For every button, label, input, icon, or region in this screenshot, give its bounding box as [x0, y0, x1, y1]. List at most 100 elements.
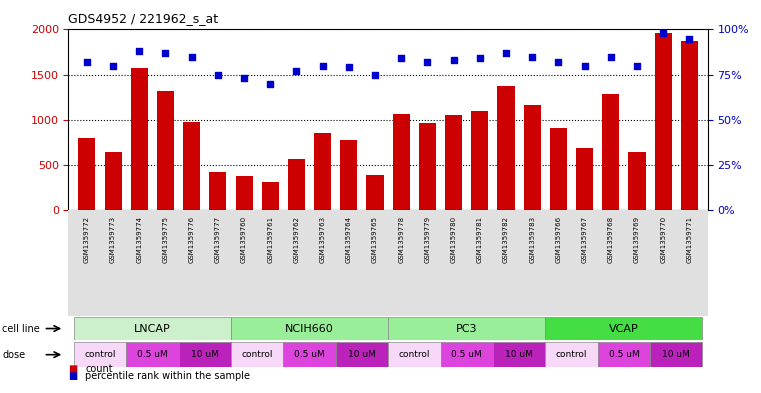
- Point: [107, 62, 119, 69]
- Text: GSM1359766: GSM1359766: [556, 215, 562, 263]
- Text: PC3: PC3: [456, 323, 477, 334]
- Text: 0.5 uM: 0.5 uM: [451, 350, 482, 359]
- Point: [473, 55, 486, 62]
- Bar: [367, 175, 384, 210]
- Bar: [388, 342, 441, 367]
- Text: control: control: [556, 350, 587, 359]
- Text: percentile rank within the sample: percentile rank within the sample: [85, 371, 250, 381]
- Text: LNCAP: LNCAP: [134, 323, 170, 334]
- Text: ■: ■: [68, 371, 78, 381]
- Text: cell line: cell line: [2, 323, 40, 334]
- Bar: [74, 342, 126, 367]
- Bar: [650, 342, 702, 367]
- Text: GSM1359771: GSM1359771: [686, 215, 693, 263]
- Point: [631, 62, 643, 69]
- Bar: [183, 122, 200, 210]
- Text: ■: ■: [68, 364, 78, 375]
- Bar: [126, 342, 179, 367]
- Point: [422, 59, 434, 65]
- Bar: [288, 159, 305, 210]
- Bar: [419, 123, 436, 210]
- Text: NCIH660: NCIH660: [285, 323, 334, 334]
- Bar: [262, 182, 279, 210]
- Text: control: control: [84, 350, 116, 359]
- Bar: [445, 116, 462, 210]
- Bar: [388, 317, 546, 340]
- Bar: [314, 133, 331, 210]
- Text: 0.5 uM: 0.5 uM: [137, 350, 167, 359]
- Bar: [235, 176, 253, 210]
- Text: GSM1359769: GSM1359769: [634, 215, 640, 263]
- Bar: [493, 342, 546, 367]
- Bar: [602, 94, 619, 210]
- Text: GSM1359782: GSM1359782: [503, 215, 509, 263]
- Bar: [283, 342, 336, 367]
- Text: GSM1359770: GSM1359770: [661, 215, 666, 263]
- Bar: [524, 105, 541, 210]
- Text: 0.5 uM: 0.5 uM: [609, 350, 639, 359]
- Bar: [654, 33, 672, 210]
- Text: count: count: [85, 364, 113, 375]
- Text: GSM1359763: GSM1359763: [320, 215, 326, 263]
- Bar: [336, 342, 388, 367]
- Bar: [231, 342, 283, 367]
- Text: GSM1359779: GSM1359779: [425, 215, 431, 263]
- Text: GSM1359777: GSM1359777: [215, 215, 221, 263]
- Text: 10 uM: 10 uM: [662, 350, 690, 359]
- Bar: [393, 114, 409, 210]
- Text: GSM1359767: GSM1359767: [581, 215, 587, 263]
- Bar: [340, 140, 358, 210]
- Bar: [498, 86, 514, 210]
- Point: [683, 35, 696, 42]
- Bar: [231, 317, 388, 340]
- Text: GSM1359765: GSM1359765: [372, 215, 378, 263]
- Text: GSM1359764: GSM1359764: [345, 215, 352, 263]
- Text: 0.5 uM: 0.5 uM: [295, 350, 325, 359]
- Bar: [78, 138, 95, 210]
- Point: [291, 68, 303, 74]
- Point: [264, 81, 276, 87]
- Point: [605, 53, 617, 60]
- Text: GSM1359776: GSM1359776: [189, 215, 195, 263]
- Text: VCAP: VCAP: [609, 323, 638, 334]
- Point: [238, 75, 250, 81]
- Bar: [546, 342, 597, 367]
- Point: [552, 59, 565, 65]
- Text: GDS4952 / 221962_s_at: GDS4952 / 221962_s_at: [68, 12, 218, 25]
- Text: 10 uM: 10 uM: [348, 350, 376, 359]
- Point: [212, 72, 224, 78]
- Text: GSM1359783: GSM1359783: [529, 215, 535, 263]
- Point: [133, 48, 145, 54]
- Point: [395, 55, 407, 62]
- Text: control: control: [399, 350, 430, 359]
- Bar: [104, 151, 122, 210]
- Point: [447, 57, 460, 63]
- Point: [369, 72, 381, 78]
- Text: GSM1359778: GSM1359778: [398, 215, 404, 263]
- Point: [578, 62, 591, 69]
- Text: 10 uM: 10 uM: [505, 350, 533, 359]
- Bar: [74, 317, 231, 340]
- Point: [317, 62, 329, 69]
- Point: [186, 53, 198, 60]
- Text: 10 uM: 10 uM: [191, 350, 218, 359]
- Text: GSM1359768: GSM1359768: [608, 215, 614, 263]
- Bar: [441, 342, 493, 367]
- Point: [657, 30, 669, 36]
- Bar: [681, 41, 698, 210]
- Text: GSM1359772: GSM1359772: [84, 215, 90, 263]
- Text: GSM1359761: GSM1359761: [267, 215, 273, 263]
- Bar: [629, 151, 645, 210]
- Bar: [471, 111, 489, 210]
- Text: GSM1359762: GSM1359762: [294, 215, 299, 263]
- Bar: [546, 317, 702, 340]
- Bar: [550, 128, 567, 210]
- Text: GSM1359781: GSM1359781: [477, 215, 482, 263]
- Text: dose: dose: [2, 350, 25, 360]
- Text: GSM1359775: GSM1359775: [162, 215, 168, 263]
- Bar: [576, 148, 593, 210]
- Bar: [131, 68, 148, 210]
- Bar: [597, 342, 650, 367]
- Point: [526, 53, 538, 60]
- Text: control: control: [241, 350, 273, 359]
